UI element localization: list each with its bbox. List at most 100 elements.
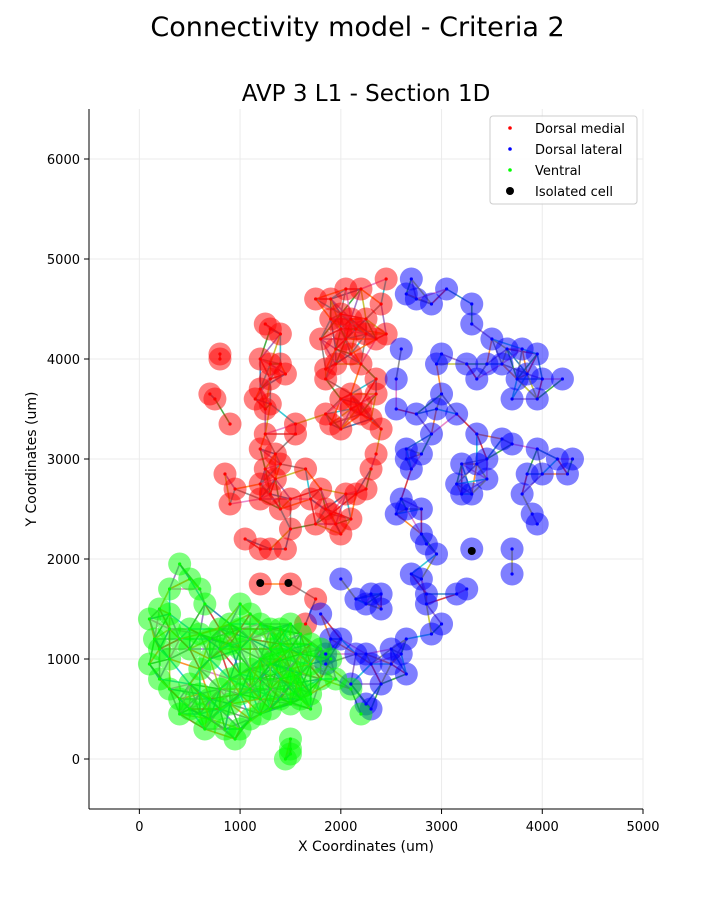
cell-point <box>288 497 293 501</box>
cell-point <box>167 612 172 616</box>
cell-point <box>455 412 459 416</box>
cell-point <box>324 412 328 416</box>
cell-point <box>278 507 282 511</box>
cell-point <box>198 667 202 671</box>
cell-point <box>263 407 267 411</box>
cell-point <box>510 397 514 401</box>
cell-halos <box>137 267 584 771</box>
cell-point <box>364 332 368 336</box>
cell-point <box>268 547 272 551</box>
cell-point <box>208 657 212 661</box>
cell-point <box>465 362 469 366</box>
cell-point <box>374 337 378 341</box>
cell-point <box>268 647 272 651</box>
cell-point <box>349 687 353 691</box>
y-axis-label: Y Coordinates (um) <box>24 392 40 528</box>
x-tick-label: 4000 <box>526 820 559 835</box>
legend-label: Ventral <box>535 164 581 179</box>
cell-point <box>369 592 373 596</box>
cell-point <box>389 647 393 651</box>
cell-point <box>198 632 202 636</box>
cell-point <box>500 362 504 366</box>
cell-point <box>248 612 252 616</box>
cell-point <box>490 337 494 341</box>
cell-point <box>399 652 403 656</box>
cell-point <box>349 682 353 686</box>
cell-point <box>364 602 368 606</box>
cell-point <box>319 647 323 651</box>
cell-point <box>384 332 388 336</box>
cell-point <box>535 352 539 356</box>
cell-point <box>152 637 157 641</box>
y-tick-label: 0 <box>72 753 80 768</box>
figure-suptitle: Connectivity model - Criteria 2 <box>150 12 565 43</box>
cell-point <box>404 292 408 296</box>
cell-point <box>263 432 267 436</box>
cell-point <box>188 627 192 631</box>
cell-point <box>439 392 444 396</box>
cell-point <box>178 562 182 566</box>
cell-point <box>374 392 378 396</box>
cell-point <box>404 457 408 461</box>
cell-point <box>530 512 534 516</box>
cell-point <box>258 657 262 661</box>
cell-point <box>228 677 232 681</box>
cell-point <box>354 492 358 496</box>
cell-point <box>208 392 212 396</box>
cell-point <box>238 602 242 606</box>
cell-point <box>369 707 373 711</box>
cell-point <box>339 427 343 431</box>
cell-point <box>283 372 288 376</box>
legend-box <box>489 115 638 205</box>
cell-point <box>298 652 303 656</box>
cell-point <box>324 507 328 511</box>
cell-point <box>359 712 363 716</box>
cell-point <box>228 502 232 506</box>
cell-point <box>157 647 162 651</box>
cell-point <box>258 387 262 391</box>
cell-point <box>404 637 408 641</box>
cell-point <box>470 322 474 326</box>
cell-point <box>434 552 439 556</box>
cell-point <box>525 372 529 376</box>
cell-point <box>379 682 383 686</box>
cell-point <box>258 482 262 486</box>
cell-point <box>369 467 373 471</box>
cell-point <box>298 632 303 636</box>
cell-point <box>273 452 277 456</box>
cell-point <box>319 612 323 616</box>
cell-point <box>394 407 398 411</box>
cell-point <box>515 377 519 381</box>
cell-point <box>303 622 308 626</box>
cell-point <box>228 702 232 706</box>
cell-point <box>218 357 222 361</box>
cell-point <box>248 637 252 641</box>
cell-point <box>465 587 469 591</box>
cell-point <box>359 362 363 366</box>
cell-point <box>147 617 152 621</box>
cell-point <box>424 542 429 546</box>
cell-point <box>419 452 423 456</box>
cell-point <box>319 487 323 491</box>
cell-point <box>228 622 232 626</box>
cell-point <box>167 657 172 661</box>
cell-point <box>278 332 282 336</box>
cell-point <box>379 592 383 596</box>
cell-point <box>429 302 434 306</box>
cell-point <box>369 417 373 421</box>
cell-point <box>147 662 152 666</box>
cell-point <box>409 572 413 576</box>
cell-point <box>324 652 328 656</box>
cell-point <box>510 442 514 446</box>
cell-point <box>565 472 570 476</box>
cell-point <box>394 512 398 516</box>
cell-point <box>520 347 524 351</box>
cell-point <box>399 497 403 501</box>
cell-point <box>359 287 363 291</box>
cell-point <box>198 692 202 696</box>
cell-point <box>364 317 368 321</box>
cell-point <box>434 407 439 411</box>
cell-point <box>349 407 353 411</box>
cell-point <box>238 727 242 731</box>
cell-point <box>278 462 282 466</box>
